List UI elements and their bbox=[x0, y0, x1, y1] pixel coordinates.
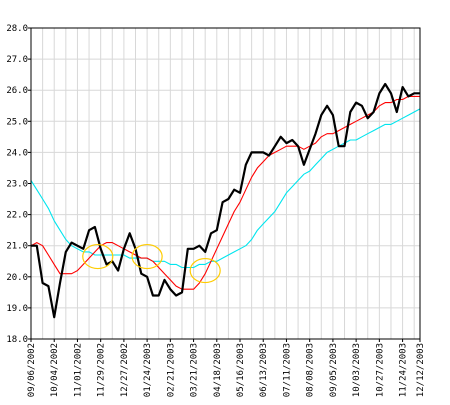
x-tick-label: 12/27/2002 bbox=[120, 343, 130, 397]
x-tick-label: 09/06/2002 bbox=[27, 343, 37, 397]
x-tick-label: 02/21/2003 bbox=[166, 343, 176, 397]
x-tick-label: 06/13/2003 bbox=[259, 343, 269, 397]
y-tick-label: 24.0 bbox=[6, 148, 28, 158]
x-tick-label: 11/29/2002 bbox=[97, 343, 107, 397]
x-tick-label: 01/24/2003 bbox=[143, 343, 153, 397]
x-tick-label: 07/11/2003 bbox=[282, 343, 292, 397]
x-tick-label: 03/21/2003 bbox=[190, 343, 200, 397]
y-tick-label: 21.0 bbox=[6, 242, 28, 252]
x-tick-label: 12/12/2003 bbox=[416, 343, 426, 397]
x-tick-label: 04/18/2003 bbox=[213, 343, 223, 397]
y-tick-label: 25.0 bbox=[6, 117, 28, 127]
y-tick-label: 27.0 bbox=[6, 55, 28, 65]
x-tick-label: 08/08/2003 bbox=[306, 343, 316, 397]
x-tick-label: 10/04/2002 bbox=[50, 343, 60, 397]
y-tick-label: 22.0 bbox=[6, 211, 28, 221]
y-tick-label: 20.0 bbox=[6, 273, 28, 283]
x-tick-label: 10/03/2003 bbox=[352, 343, 362, 397]
y-tick-label: 23.0 bbox=[6, 180, 28, 190]
y-tick-label: 18.0 bbox=[6, 335, 28, 345]
x-tick-label: 11/24/2003 bbox=[399, 343, 409, 397]
x-axis: 09/06/2002 10/04/2002 11/01/2002 11/29/2002… bbox=[27, 339, 426, 397]
y-tick-label: 26.0 bbox=[6, 86, 28, 96]
x-tick-label: 10/27/2003 bbox=[375, 343, 385, 397]
y-tick-label: 28.0 bbox=[6, 24, 28, 34]
x-tick-label: 09/05/2003 bbox=[329, 343, 339, 397]
x-tick-label: 05/16/2003 bbox=[236, 343, 246, 397]
y-axis: 18.0 19.0 20.0 21.0 22.0 23.0 24.0 25.0 26.0 27.0… bbox=[6, 24, 31, 345]
y-tick-label: 19.0 bbox=[6, 304, 28, 314]
x-tick-label: 11/01/2002 bbox=[73, 343, 83, 397]
grid bbox=[31, 28, 420, 339]
